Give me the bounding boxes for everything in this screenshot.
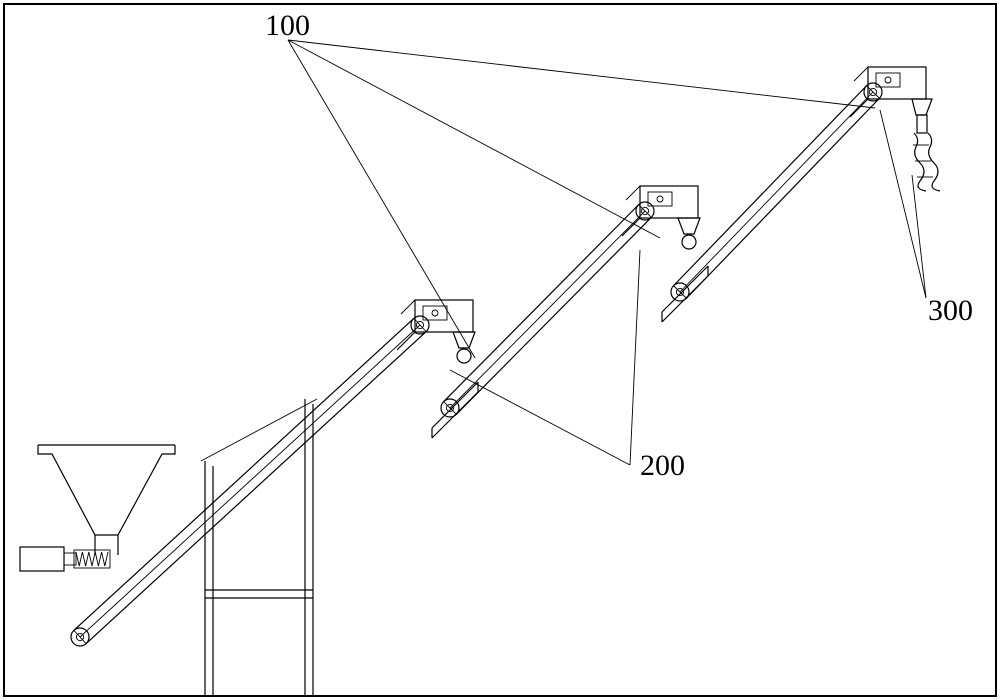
leader-300 [880, 110, 926, 298]
support-stand [201, 399, 317, 695]
outer-frame [4, 4, 996, 696]
ref-label-200: 200 [640, 449, 685, 482]
conveyor-segment-3 [671, 83, 882, 301]
conveyor-segment-1 [71, 316, 429, 646]
ref-label-300: 300 [928, 294, 973, 327]
leader-100 [288, 40, 875, 358]
drive-head-2 [622, 186, 700, 249]
drive-motor [20, 547, 110, 571]
feed-hopper [38, 445, 175, 555]
diagram-canvas: 100 200 300 [0, 0, 1000, 700]
ref-label-100: 100 [265, 9, 310, 42]
drive-head-1 [397, 300, 475, 363]
leader-200 [450, 250, 640, 465]
